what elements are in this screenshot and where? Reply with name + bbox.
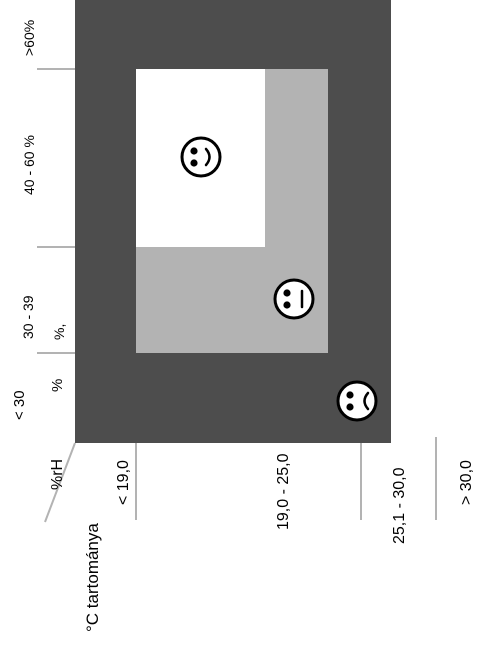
- humidity-unit-label: %rH: [49, 459, 66, 490]
- temperature-label-25-30: 25,1 - 30,0: [391, 467, 408, 544]
- happy-face-icon: [180, 136, 222, 178]
- humidity-suffix-30-39: %,: [51, 324, 67, 340]
- temperature-label-below-19: < 19,0: [115, 460, 132, 505]
- humidity-label-above-60: >60%: [21, 20, 37, 56]
- neutral-face-icon: [273, 278, 315, 320]
- temperature-unit-label: °C tartománya: [83, 523, 102, 632]
- humidity-label-40-60: 40 - 60 %: [21, 135, 37, 195]
- temperature-label-above-30: > 30,0: [458, 460, 475, 505]
- humidity-suffix-below-30: %: [49, 379, 66, 392]
- axis-corner-diagonal: [44, 442, 76, 523]
- sad-face-icon: [336, 380, 378, 422]
- temperature-label-19-25: 19,0 - 25,0: [275, 453, 292, 530]
- humidity-label-30-39: 30 - 39: [20, 295, 36, 339]
- humidity-label-below-30: < 30: [11, 390, 28, 420]
